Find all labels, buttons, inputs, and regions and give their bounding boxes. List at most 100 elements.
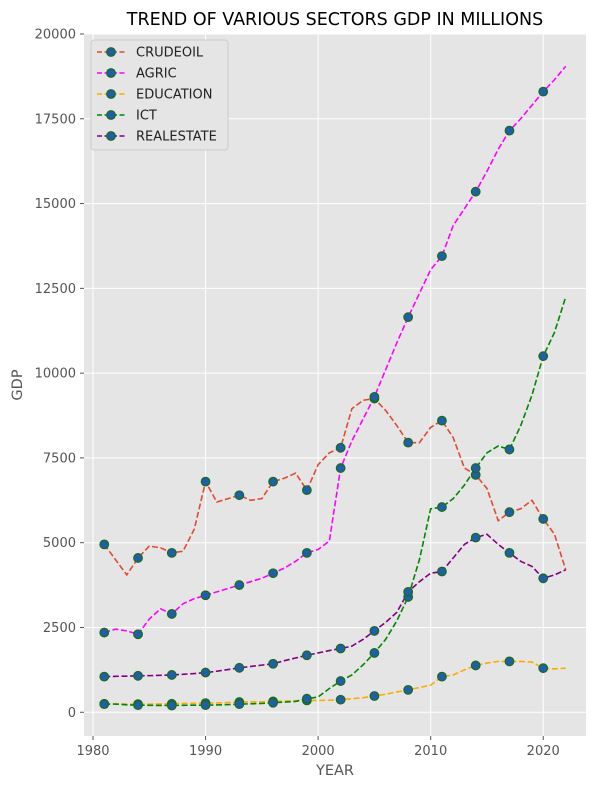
y-tick-label: 7500	[43, 451, 76, 466]
axis-ticks: 1980 1990 2000 2010 2020 0 2500 5000 7500 10000 12…	[35, 28, 560, 760]
legend-marker-ict	[106, 110, 116, 120]
data-point-agric	[335, 463, 346, 473]
data-point-crudeoil	[301, 485, 312, 496]
y-tick-label: 10000	[35, 367, 76, 382]
data-point-realestate	[200, 667, 211, 678]
data-point-realestate	[369, 625, 380, 636]
data-point-ict	[301, 693, 312, 704]
data-point-ict	[133, 700, 143, 711]
series-line-agric	[104, 65, 567, 636]
data-point-ict	[200, 700, 211, 711]
data-point-agric	[369, 391, 380, 402]
y-tick-label: 15000	[35, 197, 76, 212]
data-point-ict	[437, 502, 447, 512]
x-axis-title: YEAR	[315, 763, 354, 779]
data-point-realestate	[470, 532, 481, 543]
data-point-realestate	[538, 573, 549, 584]
series-lines	[103, 65, 567, 707]
data-point-agric	[470, 186, 481, 197]
data-point-realestate	[99, 671, 110, 682]
data-point-realestate	[268, 658, 278, 669]
legend-label-agric: AGRIC	[136, 67, 177, 82]
y-tick-label: 17500	[35, 112, 76, 127]
data-point-agric	[200, 590, 211, 601]
data-point-realestate	[166, 670, 177, 680]
data-point-ict	[538, 351, 549, 362]
legend-box	[90, 39, 229, 151]
legend-label-realestate: REALESTATE	[136, 130, 217, 145]
data-point-crudeoil	[403, 437, 414, 448]
data-point-ict	[369, 648, 380, 658]
data-point-crudeoil	[166, 547, 177, 558]
legend-label-ict: ICT	[136, 109, 157, 124]
data-point-crudeoil	[437, 415, 447, 426]
data-point-ict	[470, 463, 481, 473]
series-line-education	[104, 660, 566, 705]
data-point-agric	[234, 580, 245, 590]
y-tick-label: 20000	[35, 28, 76, 43]
data-point-ict	[234, 699, 245, 710]
data-point-education	[470, 660, 481, 671]
data-point-crudeoil	[538, 514, 549, 524]
data-point-agric	[301, 547, 312, 558]
data-point-education	[437, 671, 447, 682]
data-point-education	[335, 694, 346, 705]
series-markers	[99, 86, 549, 711]
data-point-agric	[133, 629, 143, 640]
data-point-realestate	[403, 586, 414, 597]
series-line-ict	[104, 296, 567, 707]
data-point-realestate	[133, 670, 143, 681]
data-point-realestate	[504, 547, 515, 558]
data-point-realestate	[234, 662, 245, 673]
data-point-agric	[437, 251, 447, 262]
data-point-crudeoil	[200, 476, 211, 487]
data-point-ict	[99, 699, 110, 710]
data-point-realestate	[301, 650, 312, 661]
legend-marker-education	[106, 89, 116, 99]
y-tick-label: 0	[68, 706, 76, 721]
data-point-ict	[335, 676, 346, 686]
data-point-agric	[99, 627, 110, 638]
data-point-crudeoil	[133, 553, 143, 563]
y-tick-label: 12500	[35, 282, 76, 297]
data-point-education	[538, 663, 549, 674]
data-point-crudeoil	[234, 490, 245, 501]
legend-marker-crudeoil	[106, 47, 116, 57]
data-point-agric	[268, 568, 278, 579]
data-point-education	[403, 684, 414, 695]
x-tick-label: 2020	[527, 744, 560, 759]
series-line-realestate	[104, 533, 567, 678]
x-tick-label: 2010	[414, 744, 447, 759]
data-point-crudeoil	[99, 539, 110, 550]
x-tick-label: 1980	[76, 744, 109, 759]
legend-label-education: EDUCATION	[136, 88, 212, 103]
y-axis-title: GDP	[10, 369, 26, 400]
data-point-crudeoil	[335, 442, 346, 453]
data-point-agric	[166, 609, 177, 619]
data-point-education	[369, 691, 380, 701]
series-line-crudeoil	[103, 397, 567, 577]
data-point-agric	[504, 125, 515, 136]
data-point-realestate	[437, 566, 447, 577]
x-tick-label: 1990	[189, 744, 222, 759]
data-point-agric	[538, 86, 549, 97]
legend-label-crudeoil: CRUDEOIL	[136, 46, 204, 61]
data-point-ict	[166, 700, 177, 711]
legend-marker-agric	[106, 68, 116, 78]
chart-title: TREND OF VARIOUS SECTORS GDP IN MILLIONS	[126, 10, 543, 30]
legend-marker-realestate	[106, 131, 116, 141]
data-point-ict	[504, 444, 515, 455]
data-point-realestate	[335, 643, 346, 654]
plot-area	[84, 34, 586, 736]
data-point-agric	[403, 312, 414, 323]
legend: CRUDEOIL AGRIC EDUCATION ICT REALESTATE	[90, 39, 229, 151]
y-tick-label: 2500	[43, 621, 76, 636]
x-tick-label: 2000	[302, 744, 335, 759]
data-point-crudeoil	[268, 476, 278, 487]
data-point-ict	[268, 697, 278, 708]
data-point-education	[504, 656, 515, 667]
y-tick-label: 5000	[43, 536, 76, 551]
data-point-crudeoil	[504, 507, 515, 518]
